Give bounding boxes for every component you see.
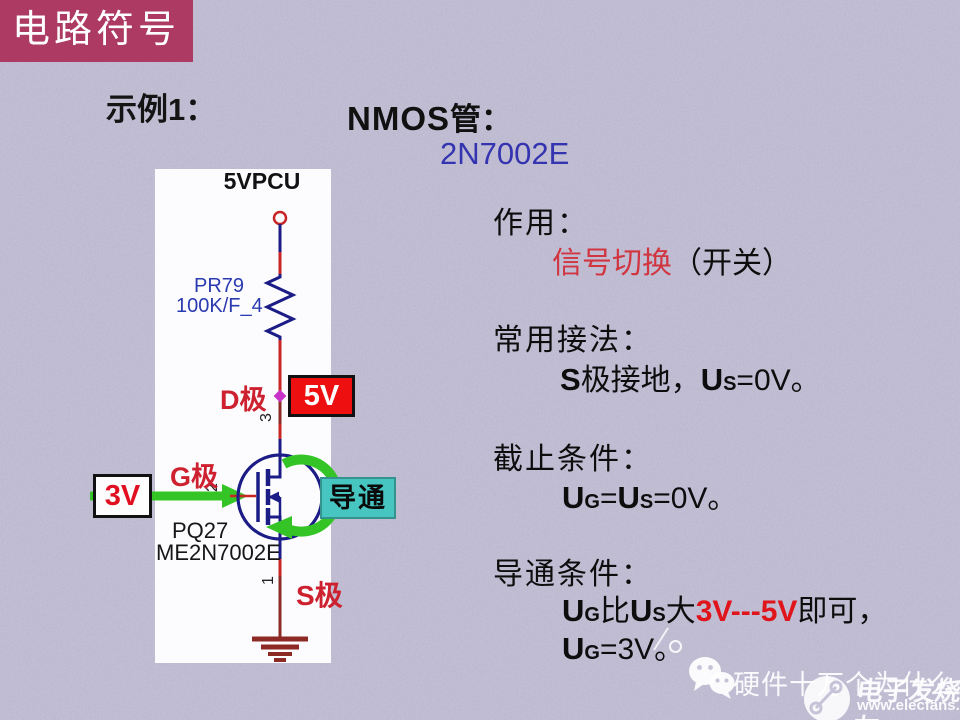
cond-sub2: S <box>652 604 666 626</box>
cutoff-u2: U <box>617 480 640 515</box>
cutoff-sub1: G <box>584 491 600 513</box>
cond-t2: 大 <box>665 595 696 628</box>
page-title-banner: 电路符号 <box>0 0 193 62</box>
resistor-symbol <box>263 274 297 340</box>
drain-node-dot <box>273 389 287 403</box>
wiring-line: S极接地，US=0V。 <box>560 355 821 399</box>
cond-t1: 比 <box>599 595 630 628</box>
cutoff-eq2: =0V。 <box>653 482 738 515</box>
mosfet-part: ME2N7002E <box>156 540 281 565</box>
page-title: 电路符号 <box>12 9 181 51</box>
source-pole-label: S极 <box>296 580 343 611</box>
gate-voltage-badge: 3V <box>93 474 152 518</box>
pin-number-gate: 2 <box>204 483 221 492</box>
cutoff-sub2: S <box>639 491 654 513</box>
resistor-ref: PR79 <box>193 275 245 297</box>
cond-sub3: G <box>584 642 600 664</box>
wechat-icon <box>689 657 735 699</box>
conduction-state-badge: 导通 <box>320 477 396 519</box>
example-label: 示例1： <box>106 92 217 127</box>
mosfet-ref: PQ27 <box>172 518 229 543</box>
pin-number-drain: 3 <box>258 413 275 422</box>
cutoff-eq1: = <box>599 482 618 515</box>
conduction-line-1: UG比US大3V---5V即可， <box>562 586 887 630</box>
wiring-sub: S <box>723 373 737 395</box>
cutoff-line: UG=US=0V。 <box>562 473 737 517</box>
function-line: 信号切换（开关） <box>552 238 792 282</box>
elecfans-url-text: www.elecfans.com <box>857 697 960 714</box>
part-number: 2N7002E <box>440 136 570 171</box>
resistor-value: 100K/F_4 <box>176 295 263 317</box>
cond-sub1: G <box>584 604 600 626</box>
cond-range: 3V---5V <box>695 595 798 628</box>
cond-u3: U <box>562 631 585 666</box>
cond-u2: U <box>629 593 653 628</box>
conduction-arrow-head <box>266 516 292 539</box>
cutoff-u1: U <box>562 480 585 515</box>
gate-pole-label: G极 <box>170 462 219 492</box>
wiring-heading: 常用接法： <box>493 324 653 357</box>
function-highlight: 信号切换 <box>552 247 672 280</box>
nmos-heading-latin: NMOS <box>347 100 450 137</box>
wiring-u: U <box>700 362 724 397</box>
drain-pole-label: D极 <box>220 385 267 415</box>
cond-u1: U <box>562 593 585 628</box>
function-rest: （开关） <box>672 247 792 280</box>
power-net-label: 5VPCU <box>223 168 301 194</box>
slash-decoration <box>653 627 669 651</box>
elecfans-logo <box>804 676 850 720</box>
wiring-eq: =0V。 <box>736 364 821 397</box>
conduction-heading: 导通条件： <box>493 558 653 591</box>
drain-voltage-badge: 5V <box>288 375 355 417</box>
wiring-s: S <box>560 362 581 397</box>
mosfet-drain-lead <box>268 456 282 479</box>
mosfet-body-arrowhead <box>268 491 279 503</box>
nmos-heading: NMOS管： <box>347 94 512 139</box>
power-node <box>272 210 288 226</box>
function-heading: 作用： <box>493 207 589 240</box>
cond-t3: 即可， <box>797 595 888 628</box>
cutoff-heading: 截止条件： <box>493 443 653 476</box>
ring-decoration <box>669 640 682 653</box>
wiring-text: 极接地， <box>580 364 701 397</box>
pin-number-source: 1 <box>260 576 277 585</box>
nmos-heading-suffix: 管： <box>450 102 512 137</box>
